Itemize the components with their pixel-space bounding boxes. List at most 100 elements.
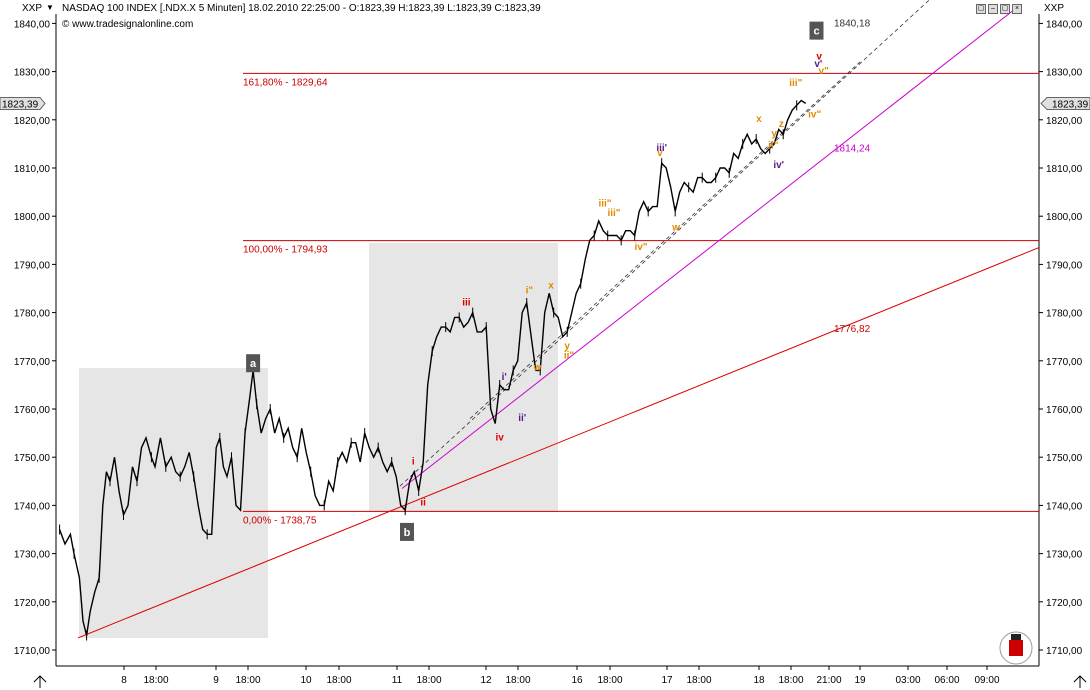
trendline-value-label: 1776,82: [834, 324, 871, 335]
y-tick-label-left: 1710,00: [14, 646, 51, 657]
x-tick-label: 8: [121, 675, 127, 686]
x-tick-label: 18:00: [416, 675, 441, 686]
wave-label: ii": [564, 350, 575, 361]
chart-header: XXP ▼ NASDAQ 100 INDEX [.NDX.X 5 Minuten…: [0, 0, 1090, 36]
y-tick-label-left: 1780,00: [14, 309, 51, 320]
last-price-label-left: 1823,39: [2, 99, 39, 110]
wave-box: [369, 243, 558, 512]
x-tick-label: 18:00: [778, 675, 803, 686]
y-tick-label-right: 1810,00: [1046, 164, 1083, 175]
x-tick-label: 19: [854, 675, 866, 686]
restore-icon[interactable]: ▢: [976, 4, 986, 14]
fib-label: 0,00% - 1738,75: [243, 515, 317, 526]
y-tick-label-left: 1790,00: [14, 260, 51, 271]
x-tick-label: 9: [213, 675, 219, 686]
wave-label: iv": [634, 242, 647, 253]
wave-label: x: [548, 281, 554, 292]
scroll-right-icon[interactable]: [1073, 675, 1087, 688]
wave-label: v: [816, 52, 822, 63]
y-tick-label-left: 1760,00: [14, 405, 51, 416]
last-price-marker-right: [1040, 96, 1090, 110]
y-tick-label-right: 1740,00: [1046, 501, 1083, 512]
y-tick-label-left: 1750,00: [14, 453, 51, 464]
x-tick-label: 09:00: [974, 675, 999, 686]
close-icon[interactable]: ×: [1012, 4, 1022, 14]
wave-label-box: [400, 522, 414, 541]
wave-label: iii": [607, 208, 620, 219]
wave-label: y: [771, 129, 777, 140]
symbol-selector[interactable]: XXP: [22, 3, 43, 14]
wave-label: iv": [808, 109, 821, 120]
wave-label: i': [502, 372, 507, 383]
y-tick-label-right: 1760,00: [1046, 405, 1083, 416]
wave-label: v': [814, 59, 822, 70]
wave-box: [79, 368, 268, 638]
trendline-magenta: [401, 10, 1013, 489]
y-tick-label-left: 1740,00: [14, 501, 51, 512]
copyright-text: © www.tradesignalonline.com: [62, 19, 194, 30]
x-tick-label: 12: [480, 675, 492, 686]
y-tick-label-right: 1830,00: [1046, 68, 1083, 79]
wave-label: iii': [656, 143, 667, 154]
wave-label: iv': [773, 160, 784, 171]
y-tick-label-left: 1810,00: [14, 164, 51, 175]
y-tick-label-right: 1790,00: [1046, 260, 1083, 271]
wave-label-box: [246, 354, 261, 373]
last-price-marker-left: [0, 96, 46, 110]
x-tick-label: 03:00: [895, 675, 920, 686]
x-tick-label: 18:00: [143, 675, 168, 686]
symbol-label-right: XXP: [1044, 3, 1065, 14]
x-tick-label: 16: [571, 675, 583, 686]
y-tick-label-right: 1820,00: [1046, 116, 1083, 127]
maximize-icon[interactable]: ▢: [1000, 4, 1010, 14]
y-tick-label-right: 1730,00: [1046, 550, 1083, 561]
y-tick-label-left: 1830,00: [14, 68, 51, 79]
wave-label: i": [526, 285, 534, 296]
y-tick-label-left: 1730,00: [14, 550, 51, 561]
x-tick-label: 06:00: [934, 675, 959, 686]
wave-label-box: [809, 21, 824, 40]
wave-label: iii: [462, 297, 471, 308]
y-tick-label-left: 1720,00: [14, 598, 51, 609]
wave-label: c: [813, 26, 819, 38]
wave-label: w: [533, 362, 542, 373]
y-tick-label-right: 1720,00: [1046, 598, 1083, 609]
price-series: [58, 99, 807, 636]
wave-label: i: [412, 456, 415, 467]
x-tick-label: 18:00: [505, 675, 530, 686]
y-tick-label-right: 1770,00: [1046, 357, 1083, 368]
minimize-icon[interactable]: –: [988, 4, 998, 14]
channel-line-upper: [399, 0, 930, 487]
y-tick-label-left: 1820,00: [14, 116, 51, 127]
wave-label: z: [779, 119, 784, 130]
y-tick-label-left: 1840,00: [14, 19, 51, 30]
x-tick-label: 21:00: [816, 675, 841, 686]
x-tick-label: 18:00: [326, 675, 351, 686]
chevron-down-icon[interactable]: ▼: [46, 3, 54, 12]
fib-label: 161,80% - 1829,64: [243, 77, 328, 88]
x-tick-label: 17: [661, 675, 673, 686]
wave-label: v": [819, 66, 830, 77]
wave-label: b: [404, 527, 411, 539]
wave-label: iii": [789, 78, 802, 89]
x-tick-label: 10: [300, 675, 312, 686]
x-tick-label: 18:00: [597, 675, 622, 686]
scroll-left-icon[interactable]: [33, 675, 47, 688]
wave-label: iv: [496, 432, 505, 443]
x-tick-label: 18:00: [235, 675, 260, 686]
y-tick-label-right: 1710,00: [1046, 646, 1083, 657]
x-tick-label: 18: [753, 675, 765, 686]
wave-label: y: [564, 341, 570, 352]
trendline-value-label: 1814,24: [834, 144, 871, 155]
trendline-value-label: 1840,18: [834, 19, 871, 30]
y-tick-label-right: 1750,00: [1046, 453, 1083, 464]
wave-label: v: [657, 148, 663, 159]
wave-label: ii': [518, 413, 526, 424]
fib-label: 100,00% - 1794,93: [243, 245, 328, 256]
y-tick-label-right: 1840,00: [1046, 19, 1083, 30]
wave-label: ii: [420, 497, 426, 508]
y-tick-label-right: 1780,00: [1046, 309, 1083, 320]
chart-title: NASDAQ 100 INDEX [.NDX.X 5 Minuten] 18.0…: [62, 3, 541, 14]
